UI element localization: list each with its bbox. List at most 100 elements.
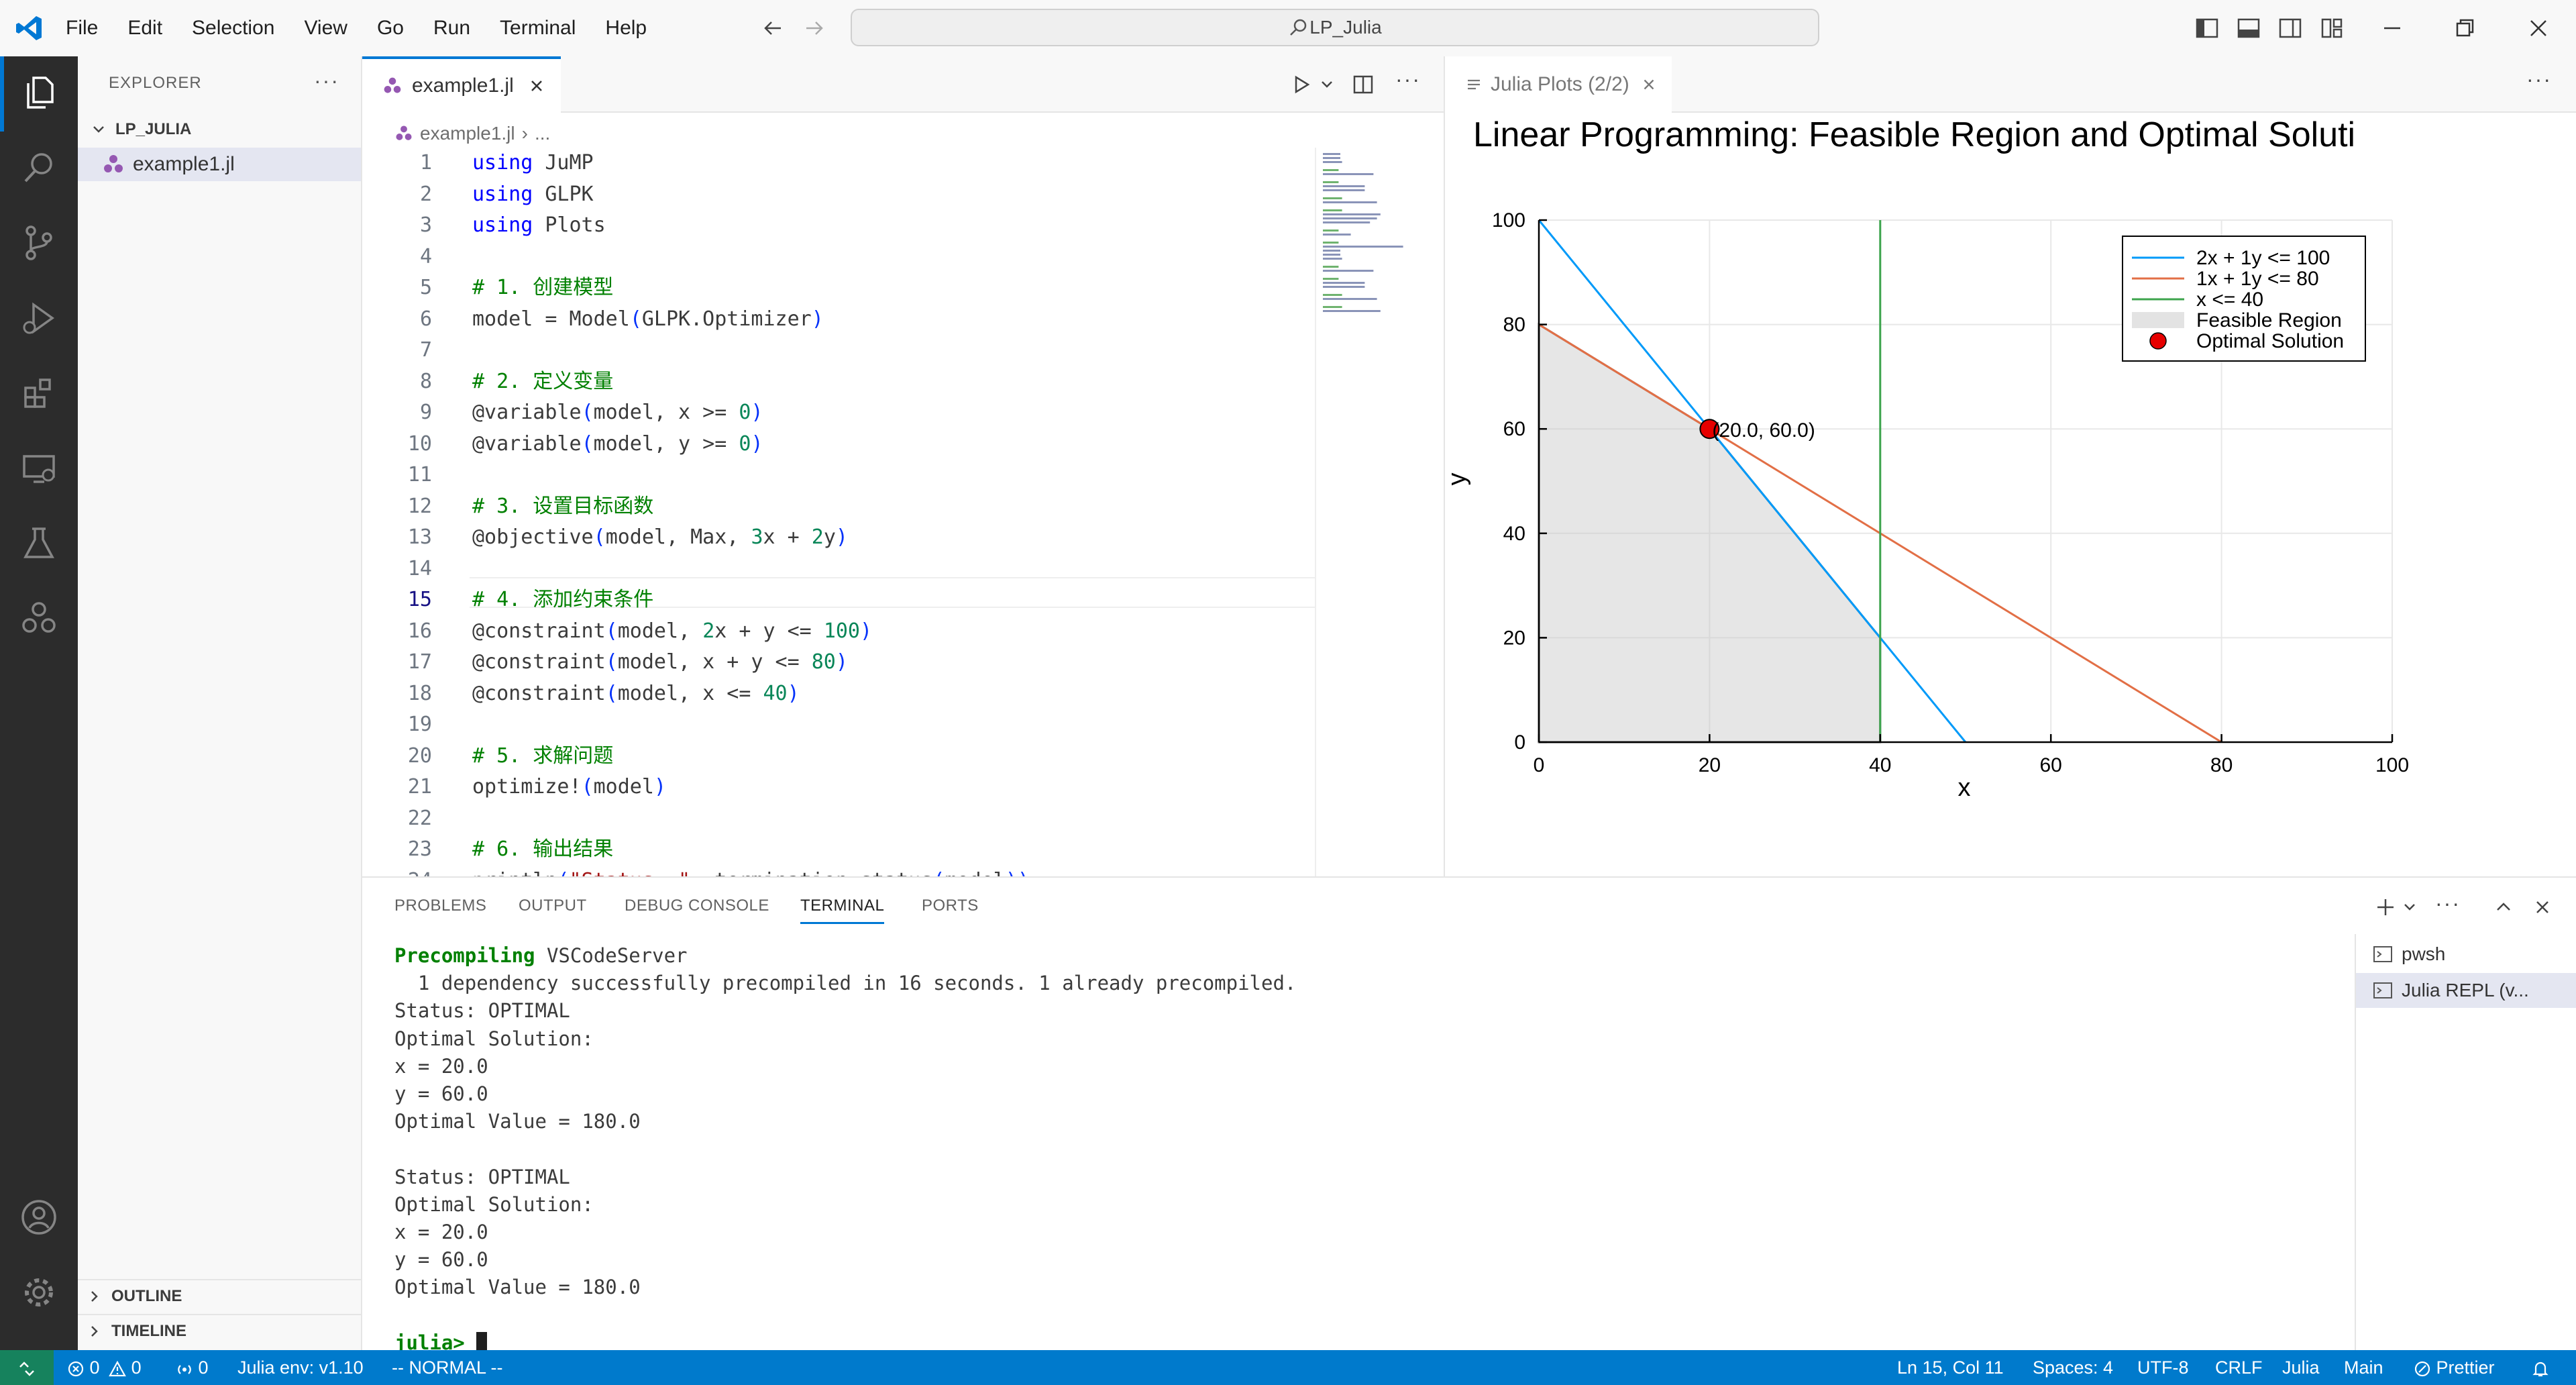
arrow-right-icon[interactable] <box>802 16 826 40</box>
terminal-item-julia[interactable]: Julia REPL (v... <box>2356 973 2576 1008</box>
julia-icon[interactable] <box>19 599 59 639</box>
arrow-left-icon[interactable] <box>761 16 785 40</box>
run-debug-icon[interactable] <box>19 298 59 338</box>
menu-help[interactable]: Help <box>605 17 647 39</box>
problems-indicator[interactable]: 0 0 <box>67 1350 142 1385</box>
close-tab-icon[interactable] <box>1640 76 1658 93</box>
close-panel-icon[interactable] <box>2530 895 2555 919</box>
minimap[interactable] <box>1315 148 1444 876</box>
extensions-icon[interactable] <box>19 373 59 413</box>
prettier-indicator[interactable]: Prettier <box>2414 1350 2495 1385</box>
code-line[interactable]: 4 <box>362 242 1315 272</box>
minimap-line <box>1323 310 1381 312</box>
command-center-search[interactable]: LP_Julia <box>851 9 1819 46</box>
menu-view[interactable]: View <box>304 17 347 39</box>
minimap-line <box>1323 306 1342 308</box>
menu-selection[interactable]: Selection <box>192 17 275 39</box>
chevron-down-icon[interactable] <box>1318 75 1336 94</box>
code-line[interactable]: 14 <box>362 554 1315 584</box>
folder-lp-julia[interactable]: LP_JULIA <box>78 113 362 146</box>
chevron-down-icon[interactable] <box>2400 898 2419 917</box>
code-area[interactable]: 1 using JuMP 2 using GLPK 3 using Plots 4 5 # 1.… <box>362 148 1315 876</box>
code-line[interactable]: 10 @variable(model, y >= 0) <box>362 429 1315 460</box>
accounts-icon[interactable] <box>19 1197 59 1237</box>
new-terminal-icon[interactable] <box>2372 894 2399 921</box>
encoding[interactable]: UTF-8 <box>2137 1357 2189 1378</box>
plot-more-icon[interactable]: ··· <box>2526 67 2552 91</box>
breadcrumb-file[interactable]: example1.jl <box>420 123 515 144</box>
code-line[interactable]: 6 model = Model(GLPK.Optimizer) <box>362 304 1315 335</box>
code-line[interactable]: 11 <box>362 460 1315 491</box>
testing-icon[interactable] <box>19 523 59 564</box>
terminal-item-pwsh[interactable]: pwsh <box>2356 937 2576 972</box>
code-line[interactable]: 18 @constraint(model, x <= 40) <box>362 678 1315 709</box>
remote-indicator[interactable] <box>0 1350 54 1385</box>
toggle-primary-sidebar-icon[interactable] <box>2194 15 2220 42</box>
code-line[interactable]: 13 @objective(model, Max, 3x + 2y) <box>362 522 1315 553</box>
menu-run[interactable]: Run <box>433 17 471 39</box>
breadcrumb-more[interactable]: ... <box>534 123 551 144</box>
code-line[interactable]: 3 using Plots <box>362 210 1315 241</box>
customize-layout-icon[interactable] <box>2318 15 2345 42</box>
tab-julia-plots[interactable]: Julia Plots (2/2) <box>1445 56 1672 113</box>
toggle-secondary-sidebar-icon[interactable] <box>2277 15 2304 42</box>
indentation[interactable]: Spaces: 4 <box>2033 1357 2114 1378</box>
code-line[interactable]: 1 using JuMP <box>362 148 1315 178</box>
language-mode[interactable]: Julia <box>2282 1357 2320 1378</box>
notifications[interactable] <box>2530 1350 2551 1385</box>
line-endings[interactable]: CRLF <box>2215 1357 2263 1378</box>
run-file-icon[interactable] <box>1289 72 1313 97</box>
menu-edit[interactable]: Edit <box>127 17 163 39</box>
close-tab-icon[interactable] <box>527 76 546 95</box>
code-line[interactable]: 9 @variable(model, x >= 0) <box>362 397 1315 428</box>
menu-go[interactable]: Go <box>376 17 404 39</box>
code-line[interactable]: 20 # 5. 求解问题 <box>362 741 1315 772</box>
ports-indicator[interactable]: 0 <box>176 1350 209 1385</box>
file-example1[interactable]: example1.jl <box>78 148 361 181</box>
code-line[interactable]: 16 @constraint(model, 2x + y <= 100) <box>362 616 1315 647</box>
code-line[interactable]: 19 <box>362 709 1315 740</box>
cursor-position[interactable]: Ln 15, Col 11 <box>1897 1357 2004 1378</box>
tab-label: example1.jl <box>412 74 514 97</box>
code-line[interactable]: 5 # 1. 创建模型 <box>362 272 1315 303</box>
code-line[interactable]: 15 # 4. 添加约束条件 <box>362 584 1315 615</box>
maximize-panel-icon[interactable] <box>2491 895 2516 919</box>
code-line[interactable]: 8 # 2. 定义变量 <box>362 366 1315 397</box>
code-line[interactable]: 12 # 3. 设置目标函数 <box>362 491 1315 522</box>
code-line[interactable]: 24 println("Status: ", termination_status… <box>362 866 1315 877</box>
outline-section[interactable]: OUTLINE <box>78 1279 362 1313</box>
tab-example1[interactable]: example1.jl <box>362 56 561 113</box>
menu-file[interactable]: File <box>66 17 99 39</box>
code-line[interactable]: 7 <box>362 335 1315 366</box>
terminal-output[interactable]: Precompiling VSCodeServer 1 dependency s… <box>362 934 2337 1356</box>
timeline-section[interactable]: TIMELINE <box>78 1314 362 1347</box>
remote-explorer-icon[interactable] <box>19 448 59 489</box>
split-editor-icon[interactable] <box>1351 72 1375 97</box>
search-view-icon[interactable] <box>19 148 59 188</box>
code-line[interactable]: 22 <box>362 803 1315 834</box>
code-line[interactable]: 17 @constraint(model, x + y <= 80) <box>362 647 1315 678</box>
code-line[interactable]: 2 using GLPK <box>362 179 1315 210</box>
julia-env[interactable]: Julia env: v1.10 <box>237 1357 364 1378</box>
source-control-icon[interactable] <box>19 223 59 263</box>
close-window-icon[interactable] <box>2525 15 2552 42</box>
explorer-more-icon[interactable]: ··· <box>314 68 339 93</box>
editor-more-icon[interactable]: ··· <box>1395 67 1421 91</box>
minimize-icon[interactable] <box>2379 15 2406 42</box>
explorer-icon[interactable] <box>19 72 59 113</box>
toggle-panel-icon[interactable] <box>2235 15 2262 42</box>
panel-tab-debug-console[interactable]: DEBUG CONSOLE <box>625 896 769 915</box>
code-line[interactable]: 21 optimize!(model) <box>362 772 1315 803</box>
panel-tab-ports[interactable]: PORTS <box>922 896 979 915</box>
panel-tab-terminal[interactable]: TERMINAL <box>800 896 885 924</box>
panel-more-icon[interactable]: ··· <box>2435 891 2461 915</box>
restore-icon[interactable] <box>2451 15 2478 42</box>
code-line[interactable]: 23 # 6. 输出结果 <box>362 834 1315 865</box>
y-tick-label: 40 <box>1503 523 1525 545</box>
error-count: 0 <box>89 1357 100 1378</box>
panel-tab-problems[interactable]: PROBLEMS <box>394 896 487 915</box>
panel-tab-output[interactable]: OUTPUT <box>519 896 587 915</box>
menu-terminal[interactable]: Terminal <box>500 17 576 39</box>
branch-main[interactable]: Main <box>2344 1357 2383 1378</box>
manage-gear-icon[interactable] <box>19 1272 59 1313</box>
